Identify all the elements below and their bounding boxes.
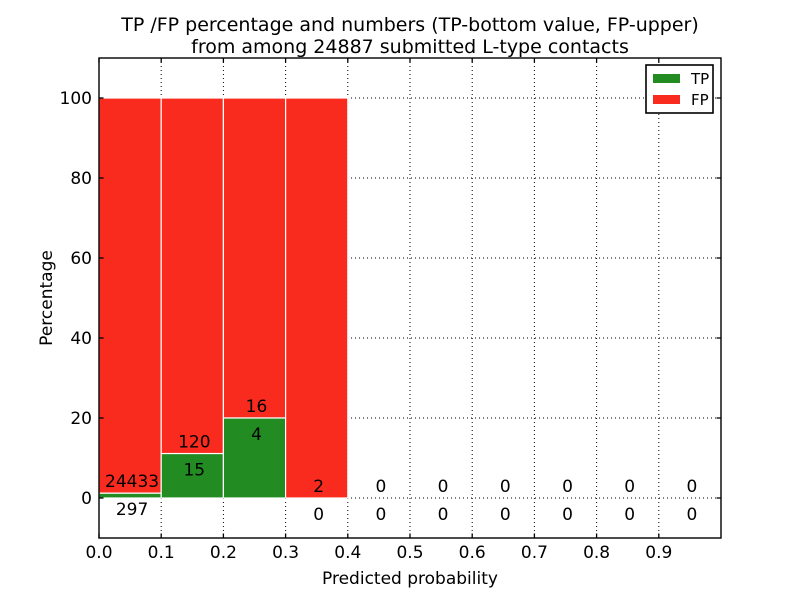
legend-tp-swatch-icon [653,74,680,83]
x-tick-label-0.0: 0.0 [85,543,112,563]
bar-fp-bin3 [285,97,349,499]
x-tick-label-0.5: 0.5 [396,543,423,563]
y-tick-label-100: 100 [60,89,92,109]
x-tick-label-0.8: 0.8 [583,543,610,563]
tp-count-bin6: 0 [500,505,511,525]
y-tick-label-40: 40 [70,329,92,349]
fp-count-bin4: 0 [375,477,386,497]
x-tick-label-0.1: 0.1 [148,543,175,563]
x-axis-label: Predicted probability [322,569,498,589]
x-tick-label-0.9: 0.9 [645,543,672,563]
legend-fp-swatch-icon [653,95,680,104]
axes-layer [98,57,722,539]
fp-count-bin5: 0 [438,477,449,497]
chart-title-line1: TP /FP percentage and numbers (TP-bottom… [120,14,699,36]
tp-count-bin8: 0 [624,505,635,525]
y-axis-label: Percentage [37,250,57,346]
fp-count-bin1: 120 [178,433,210,453]
bar-fp-bin0 [98,97,162,494]
y-tick-label-20: 20 [70,409,92,429]
legend: TP FP [645,64,714,114]
fp-count-bin8: 0 [624,477,635,497]
chart-title-line2: from among 24887 submitted L-type contac… [191,36,629,58]
fp-count-bin7: 0 [562,477,573,497]
bars-layer [98,97,349,499]
bar-fp-bin1 [160,97,224,455]
legend-fp-label: FP [691,91,709,109]
fp-count-bin0: 24433 [105,472,159,492]
x-tick-label-0.3: 0.3 [272,543,299,563]
legend-box [645,64,714,114]
fp-count-bin6: 0 [500,477,511,497]
legend-tp-label: TP [690,70,709,88]
tp-count-bin5: 0 [438,505,449,525]
bar-fp-bin2 [222,97,287,419]
fp-count-bin2: 16 [246,397,268,417]
x-tick-label-0.7: 0.7 [521,543,548,563]
tp-count-bin9: 0 [686,505,697,525]
tp-count-bin1: 15 [183,461,205,481]
tp-count-bin3: 0 [313,505,324,525]
y-tick-label-80: 80 [70,169,92,189]
y-tick-label-0: 0 [81,489,92,509]
x-tick-label-0.4: 0.4 [334,543,361,563]
bar-tp-bin2 [222,417,287,499]
tp-count-bin4: 0 [375,505,386,525]
tp-count-bin2: 4 [251,425,262,445]
tp-count-bin0: 297 [116,500,148,520]
fp-count-bin9: 0 [686,477,697,497]
x-tick-label-0.6: 0.6 [459,543,486,563]
y-tick-label-60: 60 [70,249,92,269]
count-labels-layer: 24433 297 120 15 16 4 2 0 0 0 0 0 0 0 0 0 0 0 0 0 [105,397,697,525]
bar-tp-bin0 [98,492,162,499]
tp-count-bin7: 0 [562,505,573,525]
fp-count-bin3: 2 [313,477,324,497]
tick-labels-layer: 0.0 0.1 0.2 0.3 0.4 0.5 0.6 0.7 0.8 0.90204060801… [60,89,673,563]
x-tick-label-0.2: 0.2 [210,543,237,563]
